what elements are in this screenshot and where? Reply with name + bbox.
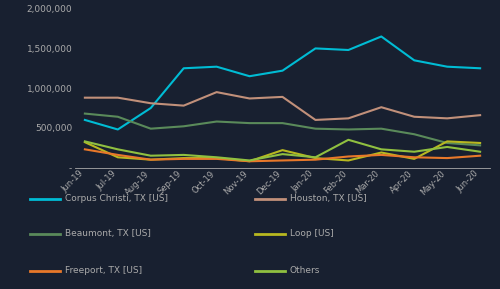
Beaumont, TX [US] — [444, 141, 450, 145]
Beaumont, TX [US] — [411, 132, 417, 136]
Others — [378, 148, 384, 151]
Freeport, TX [US] — [82, 148, 88, 151]
Text: Loop [US]: Loop [US] — [290, 229, 334, 238]
Loop [US] — [148, 158, 154, 161]
Freeport, TX [US] — [378, 153, 384, 157]
Freeport, TX [US] — [346, 155, 352, 158]
Freeport, TX [US] — [148, 158, 154, 161]
Others — [115, 148, 121, 151]
Loop [US] — [115, 155, 121, 159]
Text: Corpus Christi, TX [US]: Corpus Christi, TX [US] — [65, 194, 168, 203]
Corpus Christi, TX [US] — [180, 66, 186, 70]
Text: Houston, TX [US]: Houston, TX [US] — [290, 194, 367, 203]
Loop [US] — [411, 157, 417, 161]
Freeport, TX [US] — [214, 157, 220, 161]
Others — [444, 145, 450, 149]
Freeport, TX [US] — [312, 158, 318, 161]
Beaumont, TX [US] — [346, 128, 352, 131]
Corpus Christi, TX [US] — [280, 69, 285, 73]
Corpus Christi, TX [US] — [378, 35, 384, 38]
Text: Freeport, TX [US]: Freeport, TX [US] — [65, 266, 142, 275]
Beaumont, TX [US] — [180, 125, 186, 128]
Line: Beaumont, TX [US]: Beaumont, TX [US] — [85, 114, 480, 145]
Corpus Christi, TX [US] — [214, 65, 220, 68]
Houston, TX [US] — [411, 115, 417, 118]
Houston, TX [US] — [148, 101, 154, 105]
Beaumont, TX [US] — [280, 121, 285, 125]
Corpus Christi, TX [US] — [346, 48, 352, 52]
Corpus Christi, TX [US] — [246, 75, 252, 78]
Others — [477, 150, 483, 153]
Corpus Christi, TX [US] — [148, 106, 154, 110]
Others — [280, 152, 285, 156]
Corpus Christi, TX [US] — [477, 66, 483, 70]
Beaumont, TX [US] — [312, 127, 318, 130]
Houston, TX [US] — [214, 90, 220, 94]
Beaumont, TX [US] — [82, 112, 88, 115]
Freeport, TX [US] — [115, 153, 121, 157]
Loop [US] — [82, 140, 88, 144]
Houston, TX [US] — [246, 97, 252, 100]
Freeport, TX [US] — [411, 155, 417, 159]
Loop [US] — [246, 160, 252, 163]
Beaumont, TX [US] — [148, 127, 154, 130]
Others — [411, 150, 417, 153]
Corpus Christi, TX [US] — [411, 59, 417, 62]
Line: Houston, TX [US]: Houston, TX [US] — [85, 92, 480, 120]
Loop [US] — [280, 149, 285, 152]
Houston, TX [US] — [82, 96, 88, 99]
Loop [US] — [180, 156, 186, 160]
Loop [US] — [214, 156, 220, 160]
Houston, TX [US] — [477, 114, 483, 117]
Corpus Christi, TX [US] — [82, 118, 88, 122]
Others — [82, 140, 88, 143]
Line: Freeport, TX [US]: Freeport, TX [US] — [85, 149, 480, 161]
Beaumont, TX [US] — [115, 115, 121, 118]
Others — [346, 138, 352, 142]
Text: Others: Others — [290, 266, 320, 275]
Loop [US] — [378, 151, 384, 154]
Corpus Christi, TX [US] — [444, 65, 450, 68]
Line: Loop [US]: Loop [US] — [85, 141, 480, 161]
Line: Corpus Christi, TX [US]: Corpus Christi, TX [US] — [85, 36, 480, 129]
Houston, TX [US] — [280, 95, 285, 99]
Freeport, TX [US] — [246, 160, 252, 163]
Others — [246, 159, 252, 162]
Houston, TX [US] — [346, 117, 352, 120]
Loop [US] — [477, 141, 483, 145]
Freeport, TX [US] — [280, 159, 285, 162]
Beaumont, TX [US] — [477, 144, 483, 147]
Loop [US] — [444, 140, 450, 143]
Loop [US] — [312, 156, 318, 160]
Houston, TX [US] — [444, 117, 450, 120]
Beaumont, TX [US] — [246, 121, 252, 125]
Corpus Christi, TX [US] — [312, 47, 318, 50]
Loop [US] — [346, 159, 352, 162]
Line: Others: Others — [85, 140, 480, 160]
Freeport, TX [US] — [444, 156, 450, 160]
Text: Beaumont, TX [US]: Beaumont, TX [US] — [65, 229, 151, 238]
Houston, TX [US] — [312, 118, 318, 122]
Freeport, TX [US] — [477, 154, 483, 158]
Beaumont, TX [US] — [214, 120, 220, 123]
Houston, TX [US] — [180, 104, 186, 108]
Houston, TX [US] — [115, 96, 121, 99]
Freeport, TX [US] — [180, 157, 186, 161]
Others — [148, 154, 154, 158]
Others — [180, 153, 186, 157]
Corpus Christi, TX [US] — [115, 128, 121, 131]
Beaumont, TX [US] — [378, 127, 384, 130]
Houston, TX [US] — [378, 105, 384, 109]
Others — [214, 155, 220, 159]
Others — [312, 155, 318, 159]
